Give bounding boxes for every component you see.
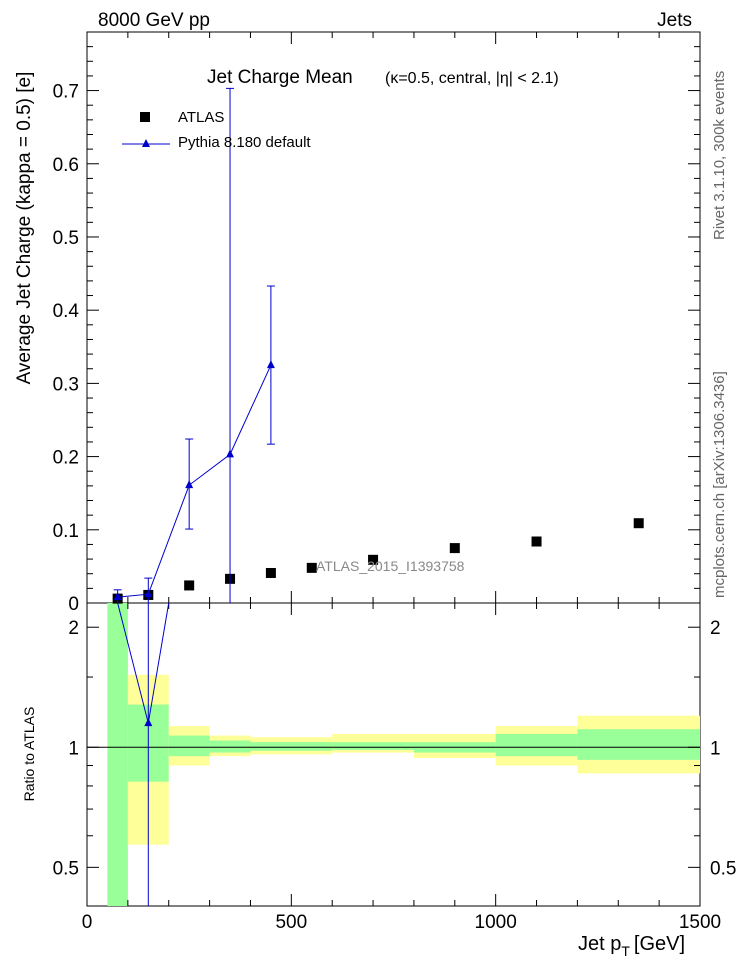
y-tick-label-ratio-right-1: 1 [710, 738, 721, 759]
ratio-band-green-5 [332, 742, 414, 750]
analysis-watermark: ATLAS_2015_I1393758 [316, 558, 465, 574]
y-tick-label-ratio-1: 1 [68, 738, 79, 759]
ratio-pythia-point [144, 718, 153, 727]
ratio-band-green-0 [107, 603, 128, 906]
y-tick-label-ratio-right-2: 2 [710, 618, 721, 639]
atlas-point-7 [449, 543, 460, 554]
ratio-band-green-7 [495, 733, 578, 757]
pythia-point-1 [144, 589, 153, 598]
header-energy-label: 8000 GeV pp [98, 10, 210, 31]
atlas-point-2 [184, 580, 195, 591]
rivet-version-label: Rivet 3.1.10, 300k events [711, 71, 728, 240]
atlas-point-5 [306, 562, 317, 573]
y-axis-label-main: Average Jet Charge (kappa = 0.5) [e] [14, 72, 35, 385]
legend-atlas-label: ATLAS [178, 109, 224, 126]
main-plot-marks [112, 87, 644, 604]
ratio-uncertainty-bands [87, 603, 700, 906]
y-tick-label-ratio-right-0: 0.5 [710, 858, 736, 879]
y-tick-label-main-3: 0.3 [53, 374, 79, 395]
y-tick-label-main-5: 0.5 [53, 228, 79, 249]
atlas-point-4 [265, 567, 276, 578]
x-tick-label-0: 0 [82, 912, 93, 933]
legend-atlas-marker [140, 112, 150, 122]
x-axis-label: Jet pT [GeV] [578, 933, 685, 959]
atlas-point-8 [531, 536, 542, 547]
axes-ticks: 0 500 1000 1500 0 0.1 0.2 0.3 0.4 0.5 0.6 0.7 0.5 0.5… [53, 32, 736, 933]
legend-pythia-marker [142, 139, 150, 147]
ratio-plot-marks [117, 602, 170, 906]
y-axis-label-ratio: Ratio to ATLAS [21, 707, 37, 802]
y-tick-label-main-1: 0.1 [53, 521, 79, 542]
pythia-point-2 [185, 480, 194, 489]
atlas-point-9 [633, 518, 644, 529]
x-tick-label-3: 1500 [679, 912, 721, 933]
y-tick-label-main-4: 0.4 [53, 301, 80, 322]
x-tick-label-1: 500 [275, 912, 307, 933]
pythia-series-line [117, 364, 272, 598]
atlas-point-6 [368, 554, 379, 565]
y-tick-label-ratio-0: 0.5 [53, 858, 79, 879]
ratio-band-green-3 [209, 740, 251, 753]
ratio-band-green-2 [168, 735, 210, 757]
pythia-point-4 [266, 360, 275, 369]
ratio-band-green-8 [577, 729, 700, 760]
chart-subtitle: (κ=0.5, central, |η| < 2.1) [385, 70, 559, 87]
y-tick-label-main-6: 0.6 [53, 155, 79, 176]
y-tick-label-main-2: 0.2 [53, 448, 79, 469]
x-tick-label-2: 1000 [475, 912, 517, 933]
pythia-point-0 [113, 592, 122, 601]
y-tick-label-main-7: 0.7 [53, 82, 79, 103]
chart-title: Jet Charge Mean [207, 67, 353, 88]
legend-pythia-label: Pythia 8.180 default [178, 134, 311, 151]
pythia-point-3 [226, 449, 235, 458]
header-jets-label: Jets [657, 10, 692, 31]
ratio-band-green-4 [250, 742, 333, 751]
legend: ATLAS Pythia 8.180 default [122, 109, 311, 151]
mcplots-source-label: mcplots.cern.ch [arXiv:1306.3436] [711, 371, 728, 598]
y-tick-label-main-0: 0 [68, 594, 79, 615]
y-tick-label-ratio-2: 2 [68, 618, 79, 639]
